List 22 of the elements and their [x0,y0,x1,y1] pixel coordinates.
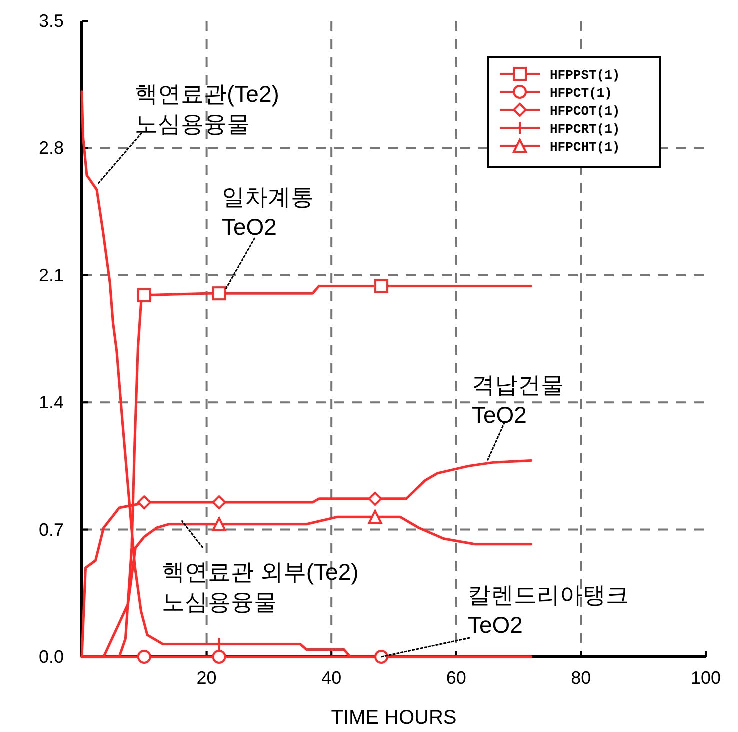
legend-label: HFPCT(1) [550,86,612,101]
x-tick-label: 40 [322,668,342,688]
annotation: 격납건물 TeO2 [472,372,564,428]
annotation: 핵연료관(Te2) 노심용융물 [135,81,280,137]
y-tick-label: 0.0 [38,647,64,667]
annotation: 일차계통 TeO2 [222,184,314,240]
x-tick-label: 80 [571,668,592,688]
y-tick-label: 2.8 [38,138,64,158]
legend-label: HFPCRT(1) [550,122,620,137]
x-axis-title: TIME HOURS [331,707,457,729]
x-tick-label: 100 [690,668,722,688]
legend-label: HFPCHT(1) [550,140,620,155]
annotation: 칼렌드리아탱크 TeO2 [468,582,629,638]
y-tick-label: 3.5 [38,11,64,31]
x-tick-label: 60 [446,668,466,688]
y-tick-label: 0.7 [38,520,64,540]
legend-label: HFPCOT(1) [550,104,620,119]
annotation: 핵연료관 외부(Te2) 노심용융물 [162,559,359,615]
legend-label: HFPPST(1) [550,68,620,83]
y-tick-label: 2.1 [38,265,64,286]
y-tick-label: 1.4 [38,392,64,413]
x-tick-label: 20 [196,668,217,688]
